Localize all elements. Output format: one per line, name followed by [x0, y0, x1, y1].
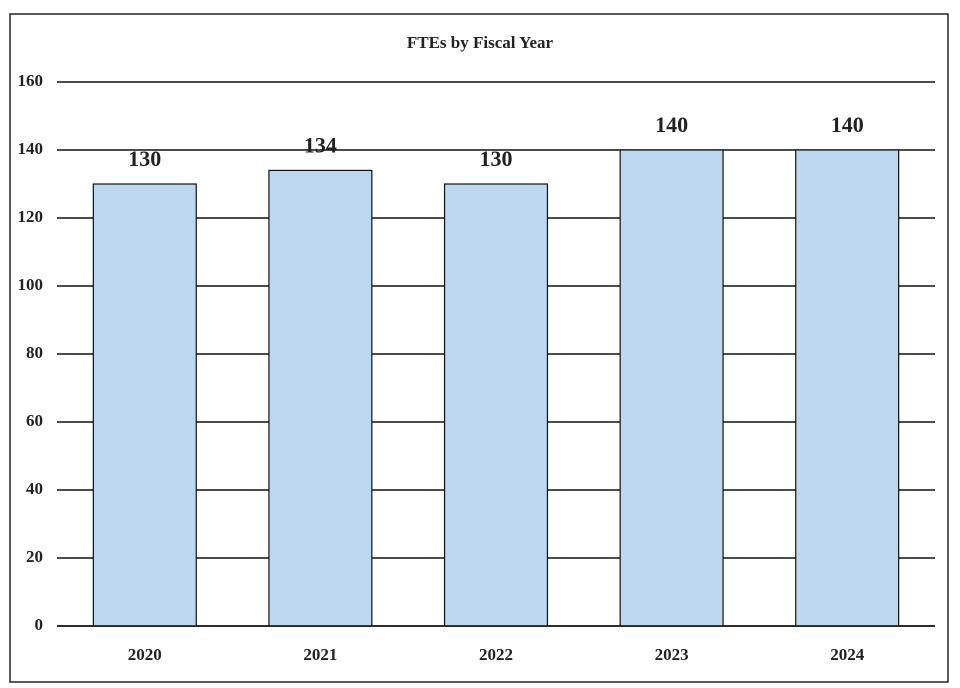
y-tick-label: 160: [18, 71, 44, 90]
y-tick-label: 60: [26, 411, 43, 430]
bar: [795, 149, 900, 627]
chart-title: FTEs by Fiscal Year: [407, 33, 554, 52]
y-tick-label: 40: [26, 479, 43, 498]
bar: [92, 183, 197, 627]
bar: [619, 149, 724, 627]
x-tick-label: 2020: [128, 645, 162, 664]
data-label: 140: [655, 112, 688, 137]
x-tick-label: 2021: [303, 645, 337, 664]
y-tick-label: 80: [26, 343, 43, 362]
bar: [443, 183, 549, 627]
y-tick-label: 120: [18, 207, 44, 226]
data-label: 130: [128, 146, 161, 171]
data-label: 140: [831, 112, 864, 137]
y-tick-label: 0: [35, 615, 44, 634]
x-tick-label: 2023: [655, 645, 689, 664]
y-tick-label: 140: [18, 139, 44, 158]
x-tick-label: 2024: [830, 645, 865, 664]
data-label: 130: [480, 146, 513, 171]
y-tick-label: 100: [18, 275, 44, 294]
data-label: 134: [304, 132, 337, 157]
bar: [268, 169, 373, 627]
y-tick-label: 20: [26, 547, 43, 566]
x-tick-label: 2022: [479, 645, 513, 664]
